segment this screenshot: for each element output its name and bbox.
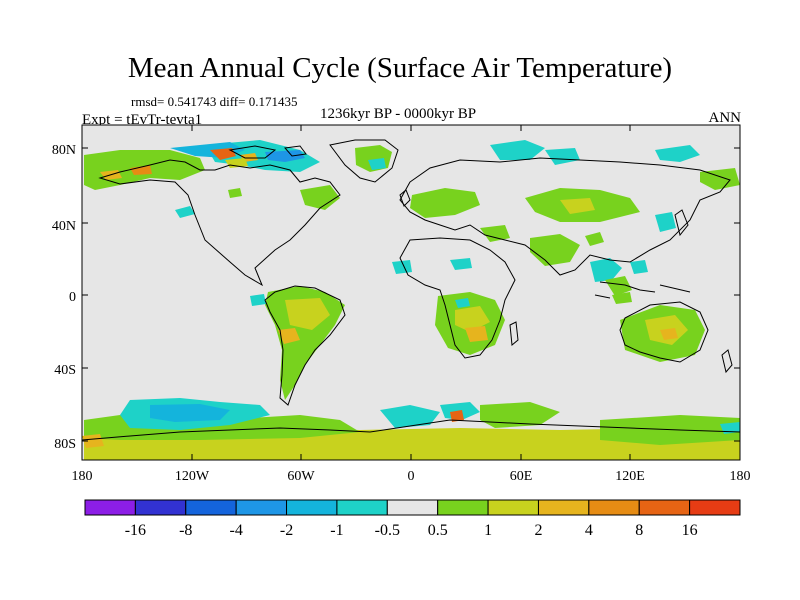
anomaly-patch: [560, 198, 595, 214]
stats-text: rmsd= 0.541743 diff= 0.171435: [131, 94, 298, 109]
anomaly-patch: [455, 306, 490, 332]
lon-label: 0: [408, 469, 415, 484]
map-title: Mean Annual Cycle (Surface Air Temperatu…: [127, 52, 673, 84]
lon-label: 120W: [175, 469, 210, 484]
anomaly-patch: [545, 148, 580, 165]
colorbar-swatch: [185, 499, 237, 516]
colorbar-label: 16: [682, 522, 698, 539]
anomaly-patch: [278, 328, 300, 344]
colorbar-label: -16: [125, 522, 146, 539]
anomaly-patch: [150, 404, 230, 422]
colorbar-label: 8: [635, 522, 643, 539]
antarctica-coast: [82, 419, 740, 441]
anomaly-patch: [265, 150, 305, 162]
anomaly-patch: [655, 212, 676, 232]
anomaly-patch: [612, 292, 632, 304]
colorbar-label: -0.5: [375, 522, 400, 539]
lat-label: 40N: [52, 219, 76, 234]
anomaly-patch: [655, 145, 700, 162]
anomaly-patch: [368, 158, 386, 170]
anomaly-patch: [490, 140, 545, 160]
australia-coast: [619, 301, 709, 363]
north-america-coast: [98, 159, 341, 287]
anomaly-patch: [465, 326, 488, 342]
colorbar-label: -2: [280, 522, 293, 539]
anomaly-patch: [605, 276, 632, 296]
colorbar-swatch: [588, 499, 640, 516]
colorbar-label: -4: [229, 522, 242, 539]
colorbar-swatch: [437, 499, 489, 516]
anomaly-patch: [450, 258, 472, 270]
lon-axis: 180 120W 60W 0 60E 120E 180: [72, 469, 751, 484]
lon-label: 180: [72, 469, 93, 484]
anomaly-patch: [250, 294, 266, 306]
south-america-coast: [264, 285, 346, 406]
uk-coast: [399, 189, 411, 207]
colorbar-label: 0.5: [428, 522, 448, 539]
colorbar-label: -8: [179, 522, 192, 539]
lon-label: 180: [730, 469, 751, 484]
anomaly-patch: [82, 434, 104, 448]
lon-label: 60W: [287, 469, 315, 484]
africa-coast: [399, 237, 516, 359]
madagascar-coast: [509, 321, 519, 346]
arctic-islands-coast: [228, 145, 307, 159]
anomaly-patch: [228, 188, 242, 198]
colorbar-label: 1: [484, 522, 492, 539]
anomaly-patch: [285, 298, 330, 330]
period-label: 1236kyr BP - 0000kyr BP: [320, 106, 477, 122]
colorbar-swatch: [386, 499, 439, 516]
colorbar-label: 4: [585, 522, 593, 539]
colorbar-swatch: [336, 499, 388, 516]
new-zealand-coast: [721, 349, 733, 374]
anomaly-patch: [660, 328, 678, 340]
colorbar-swatch: [487, 499, 539, 516]
anomaly-patch: [455, 298, 470, 308]
colorbar-labels: -16 -8 -4 -2 -1 -0.5 0.5 1 2 4 8 16: [125, 522, 698, 539]
greenland-coast: [329, 139, 399, 183]
map-panel: [82, 125, 740, 460]
anomaly-patch: [480, 225, 510, 242]
anomaly-patch: [300, 185, 340, 210]
lat-label: 40S: [54, 363, 76, 378]
anomaly-patch: [130, 165, 152, 175]
colorbar-swatch: [286, 499, 338, 516]
colorbar-label: -1: [330, 522, 343, 539]
colorbar: [84, 499, 741, 516]
anomaly-patch: [175, 206, 195, 218]
axis-ticks: [81, 125, 741, 460]
anomaly-patch: [210, 148, 236, 160]
coastlines: [82, 139, 740, 441]
experiment-label: Expt = tEvTr-tevta1: [82, 112, 203, 128]
anomaly-patch: [590, 258, 622, 282]
season-label: ANN: [708, 110, 742, 126]
lon-label: 120E: [615, 469, 645, 484]
anomaly-patch: [392, 260, 412, 274]
lat-axis: 80N 40N 0 40S 80S: [52, 143, 76, 452]
colorbar-swatch: [638, 499, 691, 516]
lat-label: 80N: [52, 143, 76, 158]
indonesia-coast: [594, 281, 691, 299]
anomaly-patch: [585, 232, 604, 246]
lat-label: 0: [69, 290, 76, 305]
anomaly-patch: [410, 188, 480, 218]
colorbar-swatch: [537, 499, 590, 516]
lat-label: 80S: [54, 437, 76, 452]
japan-coast: [674, 209, 689, 237]
colorbar-swatch: [235, 499, 288, 516]
anomaly-patch: [630, 260, 648, 274]
colorbar-swatch: [134, 499, 187, 516]
colorbar-swatch: [84, 499, 136, 516]
anomaly-patch: [380, 405, 440, 428]
lon-label: 60E: [510, 469, 533, 484]
colorbar-label: 2: [534, 522, 542, 539]
colorbar-swatch: [689, 499, 741, 516]
anomaly-patch: [450, 410, 464, 422]
eurasia-coast: [399, 157, 731, 276]
anomaly-patch: [480, 402, 560, 428]
